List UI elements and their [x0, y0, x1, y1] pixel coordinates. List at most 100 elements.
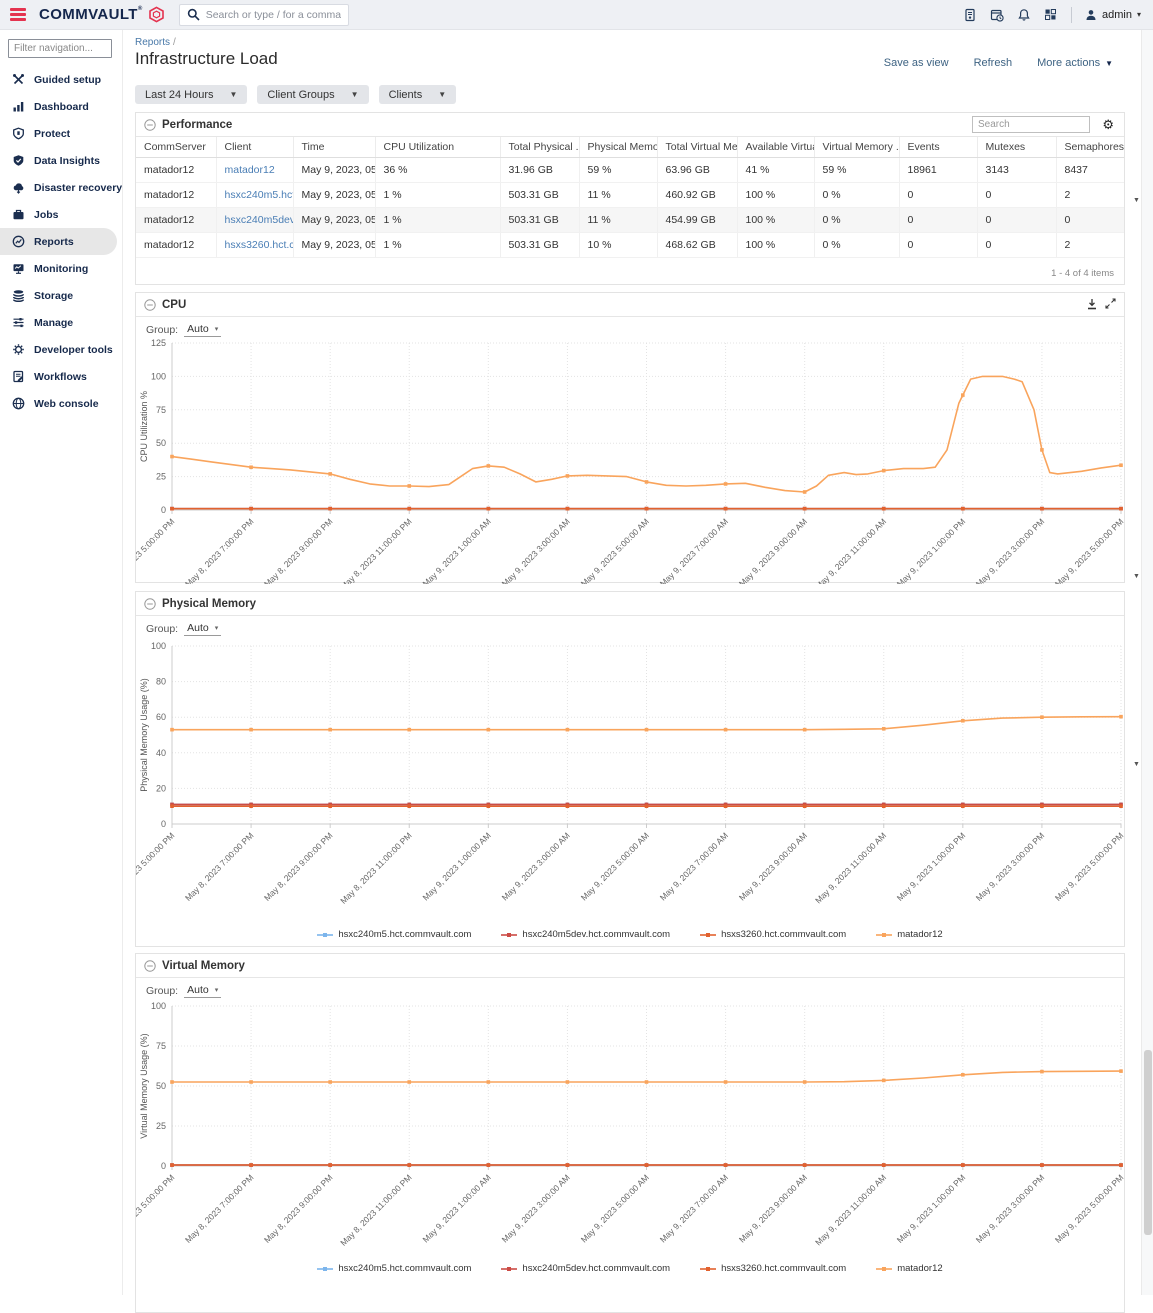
sidebar-item-disaster-recovery[interactable]: Disaster recovery — [0, 174, 122, 201]
legend-item[interactable]: hsxc240m5dev.hct.commvault.com — [501, 1263, 670, 1274]
svg-text:25: 25 — [156, 1121, 166, 1131]
sidebar-item-label: Monitoring — [34, 262, 89, 275]
client-link[interactable]: hsxs3260.hct.co... — [224, 239, 294, 251]
sidebar-item-manage[interactable]: Manage — [0, 309, 122, 336]
sidebar-item-jobs[interactable]: Jobs — [0, 201, 122, 228]
collapse-icon[interactable] — [144, 959, 156, 972]
svg-text:80: 80 — [156, 677, 166, 687]
group-label: Group: — [146, 985, 179, 997]
more-actions-button[interactable]: More actions ▼ — [1037, 57, 1113, 69]
scroll-down-arrow[interactable]: ▼ — [1133, 573, 1140, 580]
clients-filter[interactable]: Clients ▼ — [378, 85, 457, 104]
collapse-icon[interactable] — [144, 597, 156, 610]
legend-label: hsxc240m5.hct.commvault.com — [338, 929, 472, 940]
column-header[interactable]: CommServer — [136, 137, 216, 158]
download-icon[interactable] — [1086, 298, 1098, 310]
collapse-icon[interactable] — [144, 298, 156, 311]
column-header[interactable]: Total Physical ... — [499, 137, 579, 158]
svg-text:May 8, 2023 9:00:00 PM: May 8, 2023 9:00:00 PM — [262, 516, 335, 584]
save-as-view-button[interactable]: Save as view — [883, 57, 949, 69]
column-header[interactable]: Mutexes — [976, 137, 1056, 158]
refresh-button[interactable]: Refresh — [973, 57, 1013, 69]
search-input[interactable] — [205, 8, 341, 21]
client-link[interactable]: matador12 — [224, 164, 275, 176]
user-menu[interactable]: admin ▾ — [1085, 9, 1141, 21]
data-insights-icon — [12, 154, 25, 167]
divider — [1071, 6, 1073, 23]
scroll-down-arrow[interactable]: ▼ — [1133, 197, 1140, 204]
svg-text:May 9, 2023 1:00:00 PM: May 9, 2023 1:00:00 PM — [895, 830, 968, 903]
client-link[interactable]: hsxc240m5.hct.... — [224, 189, 294, 201]
client-link[interactable]: hsxc240m5dev.... — [224, 214, 294, 226]
workflows-icon — [12, 370, 25, 383]
svg-text:May 8, 2023 5:00:00 PM: May 8, 2023 5:00:00 PM — [136, 1172, 176, 1245]
legend-item[interactable]: hsxc240m5.hct.commvault.com — [317, 1263, 471, 1274]
sidebar-item-protect[interactable]: Protect — [0, 120, 122, 147]
column-header[interactable]: Virtual Memory ... — [813, 137, 899, 158]
scrollbar-thumb[interactable] — [1144, 1050, 1152, 1235]
group-select[interactable]: Auto ▾ — [184, 622, 222, 636]
column-header[interactable]: Total Virtual Me... — [656, 137, 737, 158]
page-scrollbar[interactable] — [1141, 30, 1153, 1295]
svg-text:May 9, 2023 3:00:00 AM: May 9, 2023 3:00:00 AM — [500, 830, 572, 902]
sidebar-item-label: Web console — [34, 397, 99, 410]
legend-item[interactable]: hsxc240m5dev.hct.commvault.com — [501, 929, 670, 940]
breadcrumb: Reports / — [135, 37, 176, 48]
svg-text:May 9, 2023 11:00:00 AM: May 9, 2023 11:00:00 AM — [813, 830, 888, 905]
svg-text:May 9, 2023 1:00:00 AM: May 9, 2023 1:00:00 AM — [421, 1172, 493, 1244]
svg-text:May 8, 2023 9:00:00 PM: May 8, 2023 9:00:00 PM — [262, 830, 335, 903]
sidebar-item-monitoring[interactable]: Monitoring — [0, 255, 122, 282]
column-header[interactable]: Client — [215, 137, 293, 158]
bell-icon[interactable] — [1017, 8, 1031, 22]
group-select[interactable]: Auto ▾ — [184, 323, 222, 337]
sidebar-item-label: Storage — [34, 289, 74, 302]
calendar-clock-icon[interactable] — [990, 8, 1004, 22]
column-header[interactable]: CPU Utilization — [374, 137, 500, 158]
hamburger-menu-icon[interactable] — [10, 8, 26, 21]
legend-item[interactable]: hsxc240m5.hct.commvault.com — [317, 929, 471, 940]
cpu-utilization-chart[interactable]: 0 25 50 75 100 125 CPU Utilization % May 8, 202… — [136, 337, 1124, 589]
report-icon[interactable] — [963, 8, 977, 22]
column-header[interactable]: Time — [292, 137, 375, 158]
column-header[interactable]: Semaphores — [1055, 137, 1124, 158]
svg-text:May 9, 2023 3:00:00 PM: May 9, 2023 3:00:00 PM — [974, 1172, 1047, 1245]
scroll-down-arrow[interactable]: ▼ — [1133, 761, 1140, 768]
client-groups-filter[interactable]: Client Groups ▼ — [257, 85, 369, 104]
breadcrumb-reports-link[interactable]: Reports — [135, 37, 171, 48]
column-header[interactable]: Physical Memo... — [578, 137, 657, 158]
apps-icon[interactable] — [1044, 8, 1058, 22]
sidebar-filter-input[interactable] — [8, 39, 112, 58]
sidebar-item-label: Reports — [34, 235, 74, 248]
legend-item[interactable]: matador12 — [876, 929, 943, 940]
svg-text:May 9, 2023 5:00:00 PM: May 9, 2023 5:00:00 PM — [1053, 516, 1124, 584]
legend-item[interactable]: hsxs3260.hct.commvault.com — [700, 929, 846, 940]
expand-icon[interactable] — [1105, 298, 1116, 310]
legend-label: hsxc240m5.hct.commvault.com — [338, 1263, 472, 1274]
column-header[interactable]: Events — [898, 137, 977, 158]
sidebar-item-data-insights[interactable]: Data Insights — [0, 147, 122, 174]
collapse-icon[interactable] — [144, 118, 156, 131]
breadcrumb-separator: / — [173, 37, 176, 48]
sidebar-item-label: Guided setup — [34, 73, 102, 86]
svg-text:May 9, 2023 11:00:00 AM: May 9, 2023 11:00:00 AM — [813, 1172, 888, 1247]
svg-text:May 8, 2023 7:00:00 PM: May 8, 2023 7:00:00 PM — [183, 516, 256, 584]
physical-memory-chart[interactable]: 0 20 40 60 80 100 Physical Memory Usage (%) May… — [136, 636, 1124, 936]
gear-icon[interactable]: ⚙ — [1102, 117, 1114, 132]
cpu-panel: CPU Group: Auto ▾ 0 25 50 75 100 125 CPU Utiliz… — [135, 292, 1125, 589]
legend-item[interactable]: matador12 — [876, 1263, 943, 1274]
svg-text:May 8, 2023 7:00:00 PM: May 8, 2023 7:00:00 PM — [183, 830, 256, 903]
group-select[interactable]: Auto ▾ — [184, 984, 222, 998]
sidebar-item-workflows[interactable]: Workflows — [0, 363, 122, 390]
time-range-filter[interactable]: Last 24 Hours ▼ — [135, 85, 248, 104]
sidebar-item-developer-tools[interactable]: Developer tools — [0, 336, 122, 363]
table-search-input[interactable] — [972, 116, 1090, 133]
legend-item[interactable]: hsxs3260.hct.commvault.com — [700, 1263, 846, 1274]
sidebar-item-web-console[interactable]: Web console — [0, 390, 122, 417]
sidebar-item-guided-setup[interactable]: Guided setup — [0, 66, 122, 93]
column-header[interactable]: Available Virtua... — [736, 137, 814, 158]
sidebar-item-reports[interactable]: Reports — [0, 228, 117, 255]
virtual-memory-chart[interactable]: 0 25 50 75 100 Virtual Memory Usage (%) May 8,… — [136, 998, 1124, 1269]
sidebar-item-storage[interactable]: Storage — [0, 282, 122, 309]
sidebar-item-dashboard[interactable]: Dashboard — [0, 93, 122, 120]
svg-text:Virtual Memory Usage (%): Virtual Memory Usage (%) — [139, 1033, 149, 1138]
